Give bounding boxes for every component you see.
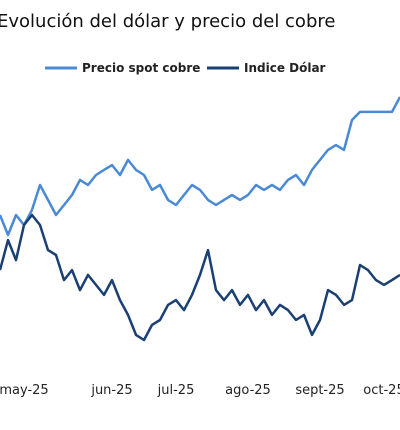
legend-label: Indice Dólar [244, 61, 326, 75]
legend-label: Precio spot cobre [82, 61, 200, 75]
x-tick-label: jun-25 [90, 383, 132, 398]
series-line [0, 213, 400, 342]
x-tick-label: ago-25 [225, 383, 271, 398]
x-tick-label: jul-25 [157, 383, 195, 398]
x-tick-label: sept-25 [295, 383, 344, 398]
x-tick-label: oct-25 [363, 383, 400, 398]
x-tick-label: may-25 [0, 383, 49, 398]
series-line [0, 96, 400, 237]
chart-title: Evolución del dólar y precio del cobre [0, 11, 335, 32]
